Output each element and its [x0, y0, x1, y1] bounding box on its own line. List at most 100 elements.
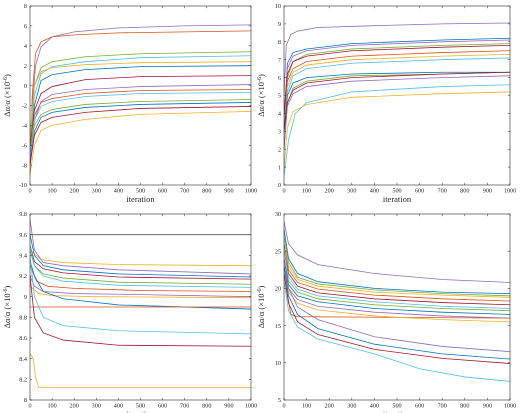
y-tick-label: 10 [275, 360, 281, 367]
series-line-12 [284, 75, 510, 150]
x-tick-label: 100 [302, 403, 311, 410]
y-tick-label: 30 [275, 211, 281, 218]
y-tick-label: 2 [24, 63, 27, 70]
x-tick-label: 1000 [245, 188, 257, 195]
series-line-6 [284, 50, 510, 132]
y-tick-label: 6 [278, 75, 281, 82]
x-tick-label: 700 [438, 188, 447, 195]
series-line-9 [30, 275, 251, 298]
series-line-8 [284, 57, 510, 150]
y-tick-label: 6 [24, 23, 27, 30]
x-tick-label: 1000 [504, 403, 516, 410]
y-tick-label: 9.6 [19, 232, 27, 239]
series-line-14 [284, 266, 510, 360]
series-line-3 [284, 39, 510, 114]
series-line-9 [284, 258, 510, 315]
x-tick-label: 500 [392, 188, 401, 195]
x-tick-label: 200 [325, 188, 334, 195]
x-tick-label: 200 [70, 403, 79, 410]
x-tick-label: 100 [47, 188, 56, 195]
y-tick-label: 8.6 [19, 335, 27, 342]
x-axis-label: iteration [126, 194, 155, 204]
y-axis-label: Δα/α (×10-6) [256, 285, 266, 328]
x-tick-label: 700 [180, 403, 189, 410]
y-tick-label: 8.8 [19, 315, 27, 322]
x-tick-label: 400 [114, 403, 123, 410]
x-tick-label: 1000 [504, 188, 516, 195]
x-tick-label: 800 [460, 403, 469, 410]
series-line-14 [30, 111, 251, 176]
series-line-1 [30, 24, 251, 168]
series-line-9 [30, 89, 251, 146]
y-axis-label: Δα/α (×10-6) [2, 285, 12, 328]
series-line-2 [30, 30, 251, 174]
series-line-2 [30, 249, 251, 267]
x-tick-label: 0 [28, 403, 31, 410]
series-group [284, 22, 510, 177]
y-tick-label: 3 [278, 129, 281, 136]
series-line-4 [30, 234, 251, 278]
x-axis-label: iteration [383, 194, 412, 204]
x-tick-label: 800 [202, 403, 211, 410]
x-tick-label: 500 [392, 403, 401, 410]
y-tick-label: 1 [278, 164, 281, 171]
series-line-16 [284, 280, 510, 382]
x-tick-label: 400 [114, 188, 123, 195]
series-line-13 [284, 84, 510, 177]
x-tick-label: 300 [347, 188, 356, 195]
x-tick-label: 1000 [245, 403, 257, 410]
series-line-7 [30, 244, 251, 288]
x-tick-label: 700 [438, 403, 447, 410]
x-tick-label: 500 [136, 403, 145, 410]
series-line-6 [284, 251, 510, 306]
series-line-12 [284, 266, 510, 323]
series-line-3 [30, 219, 251, 275]
series-line-7 [284, 53, 510, 132]
series-line-14 [30, 275, 251, 347]
x-tick-label: 0 [28, 188, 31, 195]
y-tick-label: 10 [275, 3, 281, 10]
y-tick-label: 2 [278, 146, 281, 153]
x-tick-label: 500 [136, 188, 145, 195]
series-group [284, 221, 510, 382]
x-tick-label: 900 [224, 188, 233, 195]
y-tick-label: 8 [278, 39, 281, 46]
y-tick-label: 9 [278, 21, 281, 28]
series-line-15 [30, 353, 251, 388]
series-line-8 [30, 84, 251, 161]
series-line-5 [284, 44, 510, 114]
x-tick-label: 300 [92, 403, 101, 410]
x-tick-label: 100 [302, 188, 311, 195]
y-tick-label: 4 [24, 43, 27, 50]
y-tick-label: 8.2 [19, 377, 27, 384]
x-tick-label: 200 [70, 188, 79, 195]
series-group [30, 24, 251, 176]
x-axis-label: iteration [383, 409, 412, 413]
x-tick-label: 600 [415, 188, 424, 195]
x-tick-label: 700 [180, 188, 189, 195]
series-line-10 [30, 286, 251, 299]
y-tick-label: 25 [275, 248, 281, 255]
x-tick-label: 900 [224, 403, 233, 410]
chart-panel-1: 0 100 200 300 400 500 600 700 800 900 1000 -10 -8 -6 -… [2, 3, 257, 204]
y-tick-label: 9 [24, 294, 27, 301]
series-line-9 [284, 71, 510, 132]
x-tick-label: 600 [158, 188, 167, 195]
x-tick-label: 100 [47, 403, 56, 410]
chart-panel-2: 0 100 200 300 400 500 600 700 800 900 1000 0 1 2 3 4 5 6 7… [256, 3, 516, 204]
x-axis-label: iteration [126, 409, 155, 413]
series-line-5 [284, 243, 510, 302]
series-line-1 [284, 22, 510, 96]
y-tick-label: 8 [24, 397, 27, 404]
x-tick-label: 400 [370, 403, 379, 410]
y-tick-label: 5 [278, 93, 281, 100]
y-tick-label: 9.8 [19, 211, 27, 218]
y-tick-label: 7 [278, 57, 281, 64]
x-tick-label: 300 [92, 188, 101, 195]
series-line-8 [284, 258, 510, 312]
series-line-4 [30, 55, 251, 151]
chart-panel-3: 0 100 200 300 400 500 600 700 800 900 1000 8 8.2 8.4 8… [2, 211, 257, 413]
series-line-7 [30, 75, 251, 146]
series-line-4 [284, 243, 510, 298]
